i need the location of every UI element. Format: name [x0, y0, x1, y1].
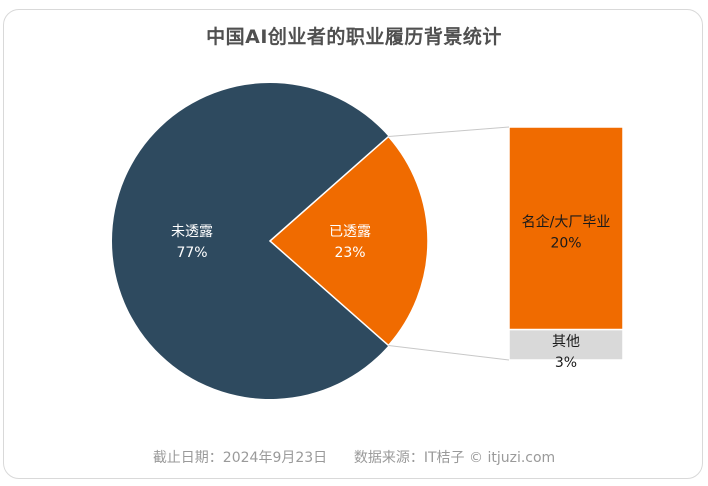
pie-undisclosed-value: 77% [176, 245, 207, 261]
connector-line-bottom [388, 344, 510, 361]
bar-top-companies-label: 名企/大厂毕业 [522, 213, 611, 230]
stacked-bar [508, 126, 624, 361]
connector-line-top [388, 126, 510, 138]
footer-date: 截止日期：2024年9月23日 [152, 450, 328, 466]
pie-undisclosed-label: 未透露 [171, 224, 213, 240]
connector-lines [388, 126, 510, 361]
footer: 截止日期：2024年9月23日 数据来源：IT桔子 © itjuzi.com [0, 447, 708, 467]
bar-other-value: 3% [555, 355, 577, 371]
pie-slice-disclosed [268, 135, 429, 347]
bar-segment-other [508, 328, 624, 361]
pie-slice-undisclosed [112, 83, 389, 399]
bar-other-label: 其他 [552, 334, 580, 350]
pie-chart [112, 83, 429, 399]
pie-disclosed-label: 已透露 [329, 224, 371, 240]
chart-title: 中国AI创业者的职业履历背景统计 [206, 26, 502, 48]
chart-labels: 未透露 77% 已透露 23% 名企/大厂毕业 20% 其他 3% [171, 213, 610, 371]
bar-top-companies-value: 20% [550, 235, 581, 251]
pie-disclosed-value: 23% [334, 245, 365, 261]
footer-source: 数据来源：IT桔子 © itjuzi.com [353, 450, 556, 466]
